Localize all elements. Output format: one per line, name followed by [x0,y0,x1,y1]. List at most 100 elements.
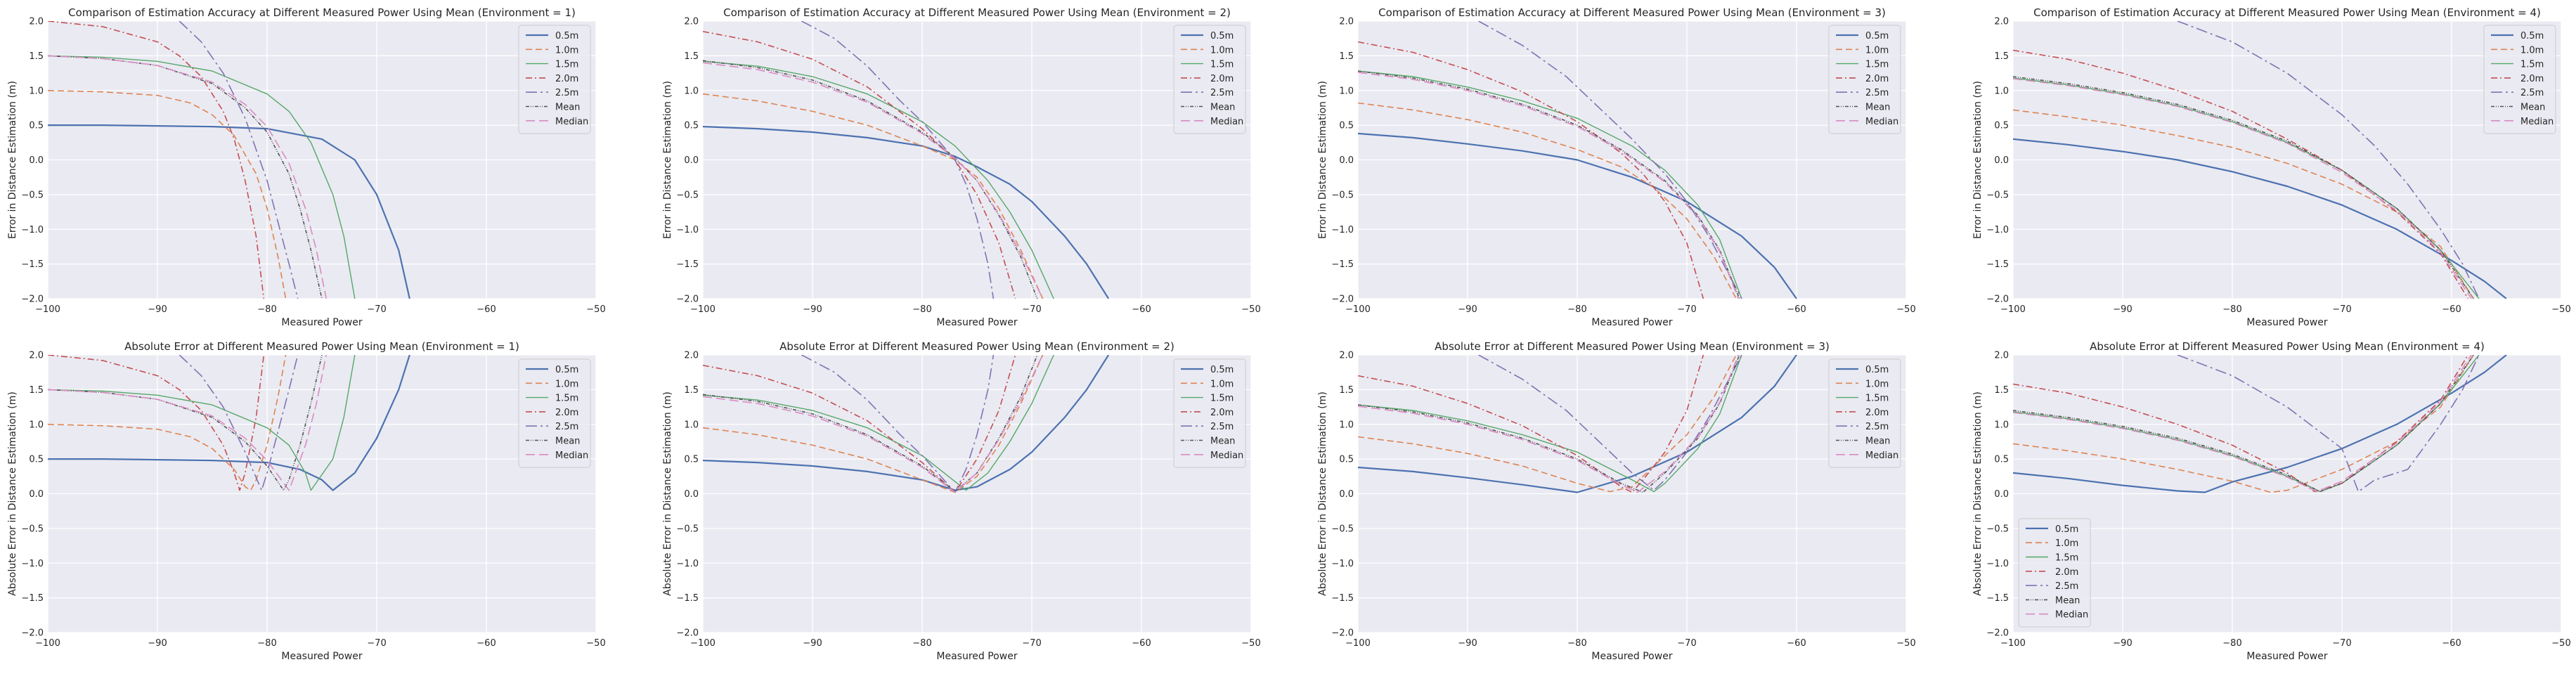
x-tick-label: −60 [1132,304,1151,315]
series-line-2.5m [179,21,299,299]
x-axis-label: Measured Power [936,651,1017,662]
legend-label: Mean [2055,595,2080,606]
x-tick-label: −70 [1677,638,1696,649]
chart-panel: −100 −90 −80 −70 −60 −50 −2.0 −1.5 −1.0 −0.5 0.0 0.… [662,6,1261,328]
y-tick-label: 0.0 [29,489,44,500]
series-line-Mean [2013,355,2474,493]
y-tick-label: −2.0 [1331,294,1354,305]
y-tick-label: 0.5 [684,455,699,465]
y-tick-label: 0.5 [1994,455,2009,465]
y-tick-label: 1.0 [1994,86,2009,96]
legend-label: Median [555,451,588,461]
legend-label: Mean [1865,436,1890,447]
y-tick-label: 1.0 [1339,420,1354,430]
chart-panel: −100 −90 −80 −70 −60 −50 −2.0 −1.5 −1.0 −0.5 0.0 0.… [1317,340,1916,662]
legend-label: Mean [2520,103,2545,113]
series-line-0.5m [48,124,410,299]
legend-label: 2.0m [1210,408,1234,418]
series-line-2.5m [801,355,995,493]
legend-label: 0.5m [555,365,578,375]
x-tick-label: −100 [2000,304,2026,315]
legend-label: Median [1865,117,1898,127]
legend-label: 2.0m [2520,74,2544,84]
series-lines [1358,355,1797,493]
series-lines [1358,21,1797,299]
chart-title: Comparison of Estimation Accuracy at Dif… [68,6,576,19]
series-line-2.0m [703,31,1016,299]
x-tick-label: −90 [148,304,167,315]
y-tick-label: −1.5 [1331,593,1354,604]
legend-label: 0.5m [2520,31,2544,41]
y-tick-label: −1.5 [1986,259,2009,270]
x-tick-label: −100 [2000,638,2026,649]
y-tick-label: −0.5 [676,524,699,534]
legend-label: 2.5m [1210,88,1234,98]
series-line-Mean [2013,76,2474,299]
y-tick-label: −1.0 [21,559,44,569]
x-tick-label: −90 [1458,304,1477,315]
y-tick-label: −2.0 [1986,628,2009,639]
y-tick-label: −1.0 [676,225,699,235]
y-axis-label: Absolute Error in Distance Estimation (m… [1317,391,1328,596]
series-line-Median [1358,355,1740,493]
y-tick-label: 2.0 [1994,17,2009,27]
series-line-1.0m [48,90,287,299]
chart-panel: −100 −90 −80 −70 −60 −50 −2.0 −1.5 −1.0 −0.5 0.0 0.… [1317,6,1916,328]
y-tick-label: 1.0 [29,420,44,430]
y-tick-label: 0.5 [1339,455,1354,465]
series-lines [703,21,1110,299]
series-line-1.5m [1358,355,1742,493]
series-line-1.5m [1358,70,1742,299]
x-tick-label: −60 [1787,638,1806,649]
series-line-1.0m [1358,355,1737,493]
x-tick-label: −60 [477,638,496,649]
x-tick-label: −100 [35,304,60,315]
y-tick-label: −0.5 [21,190,44,200]
chart-panel: −100 −90 −80 −70 −60 −50 −2.0 −1.5 −1.0 −0.5 0.0 0.… [7,340,606,662]
y-tick-label: 0.5 [1994,121,2009,131]
series-line-2.0m [48,21,265,299]
chart-panel: −100 −90 −80 −70 −60 −50 −2.0 −1.5 −1.0 −0.5 0.0 0.… [1972,6,2571,328]
legend-label: Mean [555,436,580,447]
y-tick-label: −1.0 [1986,559,2009,569]
y-tick-label: 1.0 [29,86,44,96]
series-line-Mean [48,355,323,491]
y-tick-label: 2.0 [29,17,44,27]
y-axis-label: Absolute Error in Distance Estimation (m… [7,391,18,596]
y-tick-label: 0.5 [684,121,699,131]
legend: 0.5m 1.0m 1.5m 2.0m 2.5m Mean Median [2018,518,2091,628]
y-tick-label: −1.5 [676,259,699,270]
x-tick-label: −90 [148,638,167,649]
y-tick-label: 1.5 [1994,51,2009,62]
series-line-2.5m [801,21,995,299]
series-line-2.0m [1358,355,1704,493]
x-tick-label: −50 [1896,638,1915,649]
x-tick-label: −50 [586,304,605,315]
y-axis-label: Error in Distance Estimation (m) [662,81,673,239]
series-line-0.5m [1358,355,1797,493]
series-line-1.5m [703,60,1054,299]
series-line-1.0m [48,355,287,491]
legend-label: 1.5m [2055,553,2078,564]
legend-label: 1.0m [1210,379,1234,389]
y-tick-label: 0.0 [29,155,44,166]
series-line-1.0m [703,355,1044,493]
x-tick-label: −50 [2551,304,2570,315]
x-axis-label: Measured Power [281,317,362,328]
x-tick-label: −60 [1132,638,1151,649]
y-tick-label: 1.5 [684,385,699,396]
x-tick-label: −90 [803,304,822,315]
y-tick-label: −2.0 [1331,628,1354,639]
y-axis-label: Error in Distance Estimation (m) [7,81,18,239]
y-tick-label: 2.0 [684,17,699,27]
series-line-Mean [703,355,1038,493]
legend-label: 2.5m [2520,88,2544,98]
legend-label: Median [555,117,588,127]
series-line-Median [1358,72,1740,299]
x-tick-label: −60 [1787,304,1806,315]
x-tick-label: −80 [2222,638,2241,649]
chart-panel: −100 −90 −80 −70 −60 −50 −2.0 −1.5 −1.0 −0.5 0.0 0.… [1972,340,2571,662]
x-tick-label: −100 [690,638,716,649]
y-tick-label: −0.5 [676,190,699,200]
